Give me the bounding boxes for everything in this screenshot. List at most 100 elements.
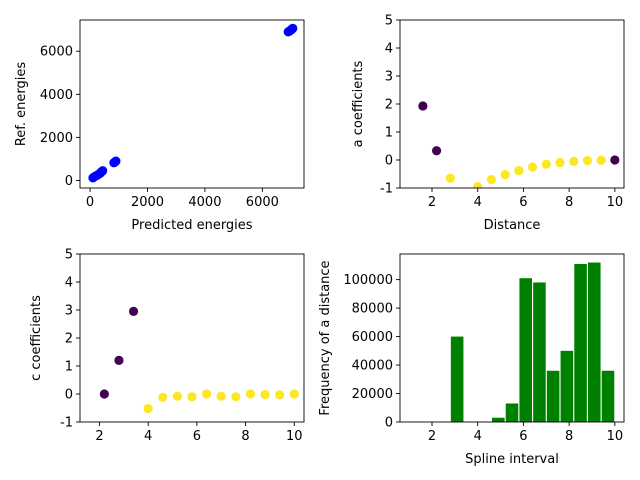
y-tick-label-4: 80000 (352, 302, 393, 317)
x-axis-label: Spline interval (465, 452, 559, 467)
point-10 (569, 156, 579, 166)
data-marks (450, 262, 615, 422)
x-tick-label-1: 2000 (131, 195, 164, 210)
x-tick-label-3: 8 (565, 429, 573, 444)
y-tick-label-0: 0 (385, 416, 393, 431)
bar-1 (492, 417, 505, 422)
point-0 (99, 389, 109, 399)
point-4 (486, 175, 497, 185)
axes-frame (399, 253, 625, 423)
point-1 (431, 146, 442, 156)
y-tick-label-5: 4 (385, 42, 393, 57)
energies-scatter-panel: 0 2000 4000 6000 0 2000 4000 6000 Predicted ener… (14, 19, 305, 233)
bar-2 (505, 403, 519, 422)
y-tick-label-1: 0 (385, 154, 393, 169)
y-tick-label-4: 3 (385, 70, 393, 85)
a-coefficients-panel: 2 4 6 8 10 -1 0 1 2 3 4 5 Distance a coefficients (351, 14, 625, 233)
point-13 (289, 389, 299, 399)
x-tick-label-3: 8 (241, 429, 249, 444)
point-4 (158, 392, 168, 402)
x-tick-label-1: 4 (474, 429, 482, 444)
x-tick-label-0: 2 (428, 195, 436, 210)
point-5 (500, 169, 510, 180)
y-tick-label-0: -1 (60, 416, 73, 431)
point-0 (418, 101, 428, 111)
bar-0 (450, 336, 464, 422)
x-tick-label-2: 4000 (188, 195, 221, 210)
point-12 (275, 390, 285, 400)
x-tick-label-4: 10 (286, 429, 303, 444)
bar-8 (588, 262, 601, 422)
x-tick-label-0: 0 (86, 195, 94, 210)
y-tick-label-4: 3 (65, 304, 73, 319)
c-coefficients-panel: 2 4 6 8 10 -1 0 1 2 3 4 5 c coefficients (29, 248, 305, 444)
y-tick-label-0: -1 (380, 182, 393, 197)
y-tick-label-2: 1 (65, 360, 73, 375)
point-13 (610, 155, 620, 165)
bar-7 (574, 263, 587, 422)
y-axis-label: a coefficients (351, 60, 366, 147)
point-3 (473, 182, 483, 188)
point-5 (172, 391, 182, 401)
point-9 (555, 157, 565, 168)
x-tick-label-1: 4 (144, 429, 152, 444)
point-2 (445, 173, 455, 183)
point-1 (114, 355, 124, 365)
data-marks (99, 306, 299, 414)
point-11 (260, 389, 270, 400)
x-tick-label-2: 6 (519, 429, 527, 444)
x-tick-label-2: 6 (193, 429, 201, 444)
spline-frequency-panel: 2 4 6 8 10 0 20000 40000 60000 80000 100000 Spline … (318, 253, 625, 467)
point-7 (527, 162, 538, 172)
y-axis-label: Frequency of a distance (318, 260, 333, 415)
x-tick-label-3: 8 (565, 195, 573, 210)
bar-5 (546, 370, 560, 422)
y-tick-label-6: 5 (385, 14, 393, 29)
y-tick-label-3: 2 (385, 98, 393, 113)
point-6 (187, 392, 197, 402)
y-axis-label: Ref. energies (14, 62, 29, 147)
point-7 (202, 389, 212, 399)
y-tick-label-5: 4 (65, 276, 73, 291)
point-8 (541, 159, 551, 169)
y-tick-label-2: 4000 (40, 88, 73, 103)
y-tick-label-3: 6000 (40, 45, 73, 60)
point-19 (288, 23, 298, 33)
point-6 (514, 166, 524, 176)
point-8 (98, 166, 108, 176)
x-axis-label: Predicted energies (131, 218, 252, 233)
y-tick-label-2: 1 (385, 126, 393, 141)
point-9 (231, 392, 241, 402)
point-10 (245, 389, 256, 399)
point-2 (128, 306, 139, 316)
point-12 (596, 155, 606, 165)
x-tick-label-4: 10 (607, 195, 624, 210)
point-8 (216, 391, 226, 401)
bar-3 (519, 278, 532, 422)
data-marks (418, 101, 620, 188)
x-tick-label-1: 4 (474, 195, 482, 210)
point-11 (582, 155, 593, 166)
data-marks (88, 23, 298, 183)
y-tick-label-5: 100000 (343, 273, 393, 288)
point-12 (111, 156, 121, 166)
bar-9 (601, 370, 615, 422)
x-axis-label: Distance (484, 218, 541, 233)
y-axis-label: c coefficients (29, 295, 44, 381)
bar-6 (560, 350, 574, 422)
y-tick-label-3: 2 (65, 332, 73, 347)
x-tick-label-0: 2 (428, 429, 436, 444)
x-tick-label-4: 10 (607, 429, 624, 444)
y-tick-label-1: 20000 (352, 387, 393, 402)
axes-frame (79, 19, 305, 189)
y-tick-label-6: 5 (65, 248, 73, 263)
y-tick-label-2: 40000 (352, 359, 393, 374)
y-tick-label-0: 0 (65, 174, 73, 189)
y-tick-label-1: 0 (65, 388, 73, 403)
point-3 (143, 403, 153, 414)
x-tick-label-2: 6 (519, 195, 527, 210)
x-tick-label-0: 2 (95, 429, 103, 444)
x-tick-label-3: 6000 (246, 195, 279, 210)
y-tick-label-1: 2000 (40, 131, 73, 146)
